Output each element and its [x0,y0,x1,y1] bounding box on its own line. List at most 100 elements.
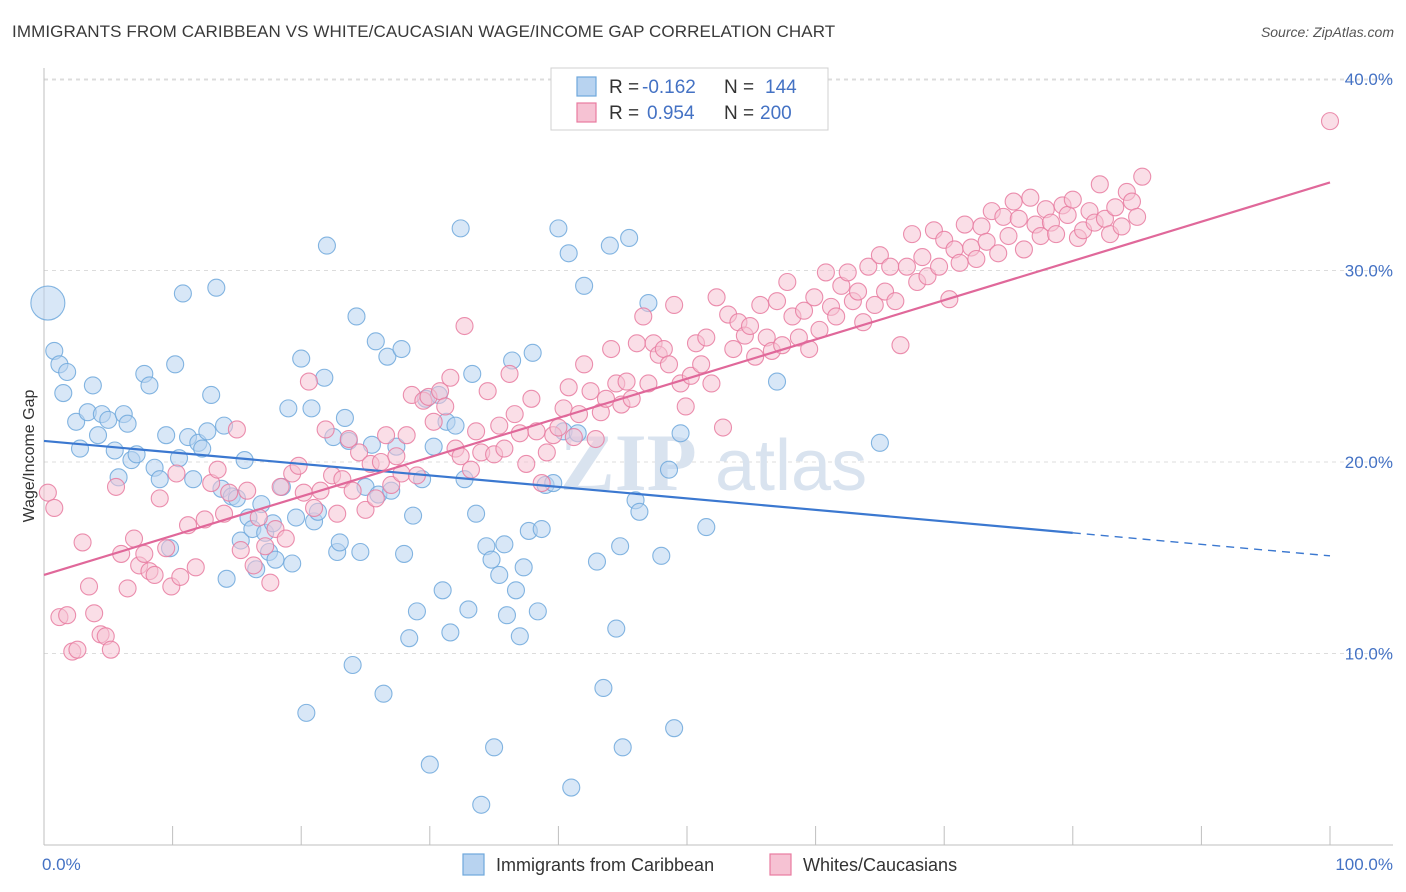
white-point [827,307,846,326]
white-point [343,481,362,500]
white-point [967,249,986,269]
white-point [602,339,621,359]
white-point [989,244,1008,263]
white-point [1063,190,1082,209]
white-point [208,460,227,479]
caribbean-point [266,550,285,569]
caribbean-point [335,408,354,428]
caribbean-point [532,519,551,539]
white-point [397,426,416,445]
white-point [702,374,721,393]
caribbean-point [58,362,77,382]
caribbean-point [217,569,236,588]
caribbean-point [198,422,217,441]
caribbean-point [613,738,632,757]
white-point [707,288,726,307]
white-point [186,558,205,577]
caribbean-point [302,399,321,418]
series-legend: Immigrants from Caribbean Whites/Caucasi… [462,853,957,876]
bottom-legend-white: Whites/Caucasians [803,855,957,875]
trend-line-white [43,181,1331,577]
white-point [299,372,318,391]
caribbean-point [433,581,452,600]
white-point [145,565,164,585]
white-point [805,288,824,307]
caribbean-point [559,244,578,263]
caribbean-point [54,384,73,403]
white-point [500,364,519,383]
caribbean-point [287,508,306,527]
bottom-legend-swatch-pink [769,853,792,876]
white-point [838,263,857,282]
caribbean-point [351,542,370,562]
white-point [724,339,743,359]
white-point [371,452,390,472]
white-point [377,426,396,445]
white-point [886,292,905,311]
white-point [1014,240,1033,259]
caribbean-point [600,236,619,255]
caribbean-point [562,778,581,797]
white-point [913,248,932,267]
white-point [68,640,87,659]
caribbean-point [140,376,159,395]
legend-n-value-pink: 200 [760,103,792,124]
caribbean-point [99,410,118,429]
legend-r-label-blue: R = [609,77,639,98]
white-point [387,447,406,466]
caribbean-point [594,678,613,698]
caribbean-point [173,284,192,303]
white-point [713,418,733,437]
white-point [751,295,770,315]
y-tick-label: 40.0% [1345,70,1393,89]
caribbean-point [378,347,397,366]
white-point [897,257,916,276]
white-point [789,328,808,347]
white-point [305,498,324,518]
y-tick-label: 10.0% [1345,645,1393,664]
caribbean-point [620,228,639,247]
white-point [85,604,104,623]
white-point [537,443,556,462]
caribbean-point [150,470,169,489]
white-point [859,257,878,276]
white-point [1112,217,1131,236]
caribbean-point [575,276,594,295]
caribbean-point [67,412,86,431]
white-point [522,389,541,408]
caribbean-point [549,219,568,238]
white-point [339,429,358,449]
white-point [865,295,884,315]
caribbean-point [659,460,679,479]
white-point [532,474,551,493]
legend-r-value-blue: -0.162 [642,77,696,98]
white-point [794,301,814,320]
white-point [478,382,497,401]
white-point [238,481,257,500]
stats-legend: R = -0.162 N = 144 R = 0.954 N = 200 [550,67,829,131]
white-point [167,464,186,483]
caribbean-point [490,565,509,585]
caribbean-point [404,506,423,525]
white-point [1090,175,1109,194]
caribbean-point [30,285,66,321]
white-point [316,420,335,439]
trend-line-caribbean-extension [1072,532,1331,557]
white-point [256,537,275,556]
caribbean-point [193,439,212,458]
white-point [950,253,969,272]
caribbean-point [395,544,414,563]
caribbean-point [467,504,486,523]
caribbean-point [88,426,108,445]
caribbean-point [330,533,349,552]
white-point [455,316,474,336]
white-point [231,541,250,560]
caribbean-point [523,343,542,362]
caribbean-point [343,655,362,675]
white-point [634,307,653,326]
white-point [1133,167,1152,186]
caribbean-point [374,684,393,703]
white-point [999,226,1018,246]
y-tick-label: 30.0% [1345,262,1393,281]
legend-n-label-blue: N = [724,77,754,98]
